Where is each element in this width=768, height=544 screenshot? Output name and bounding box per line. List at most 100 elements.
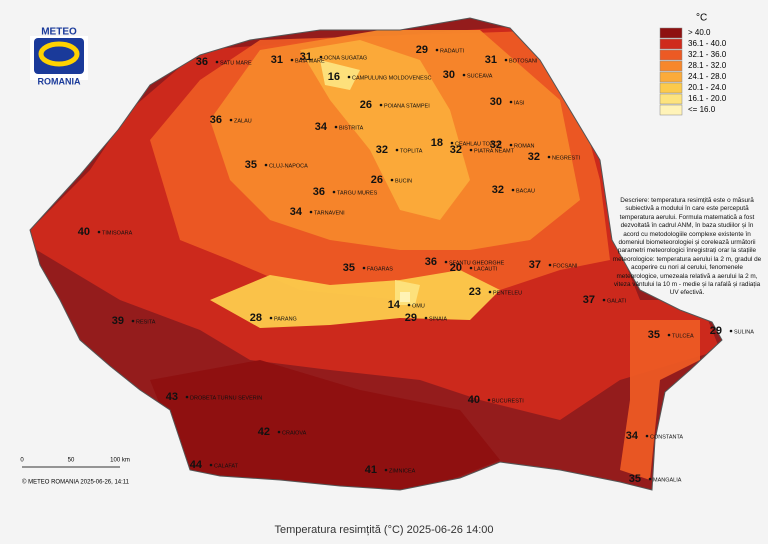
station-dot (487, 398, 491, 402)
station-dot (362, 266, 366, 270)
station-value: 31 (271, 54, 283, 66)
legend-swatch (659, 93, 683, 105)
station-dot (469, 266, 473, 270)
legend-label: > 40.0 (688, 28, 711, 37)
station-dot (319, 55, 323, 59)
temperature-zone (320, 60, 360, 90)
station-dot (407, 303, 411, 307)
legend-swatch (659, 49, 683, 61)
station-dot (290, 58, 294, 62)
station-value: 20 (450, 262, 462, 274)
station-name: SUCEAVA (467, 73, 493, 79)
station-value: 37 (583, 294, 595, 306)
temperature-zone (210, 270, 500, 328)
station-name: BISTRITA (339, 125, 364, 131)
legend-label: 16.1 - 20.0 (688, 94, 727, 103)
station-value: 34 (315, 121, 328, 133)
station-name: DROBETA TURNU SEVERIN (190, 395, 262, 401)
station-name: SATU MARE (220, 60, 252, 66)
station-value: 29 (710, 325, 722, 337)
station-name: NEGRESTI (552, 155, 581, 161)
station-name: SULINA (734, 329, 754, 335)
copyright: © METEO ROMANIA 2025-06-26, 14:11 (22, 479, 130, 486)
station-name: BOTOSANI (509, 58, 538, 64)
station-dot (547, 155, 551, 159)
station-dot (469, 148, 473, 152)
station-dot (347, 75, 351, 79)
station-value: 37 (529, 259, 541, 271)
station-value: 39 (112, 315, 124, 327)
station-dot (269, 316, 273, 320)
station-name: BUCURESTI (492, 398, 524, 404)
station-name: LACAUTI (474, 266, 498, 272)
station-dot (379, 103, 383, 107)
station-value: 26 (371, 174, 383, 186)
station-value: 30 (443, 69, 455, 81)
station-name: CRAIOVA (282, 430, 307, 436)
station-value: 28 (250, 312, 262, 324)
station-dot (602, 298, 606, 302)
station-value: 35 (629, 473, 641, 485)
station-dot (435, 48, 439, 52)
station-value: 32 (490, 139, 502, 151)
temperature-zone (400, 292, 410, 302)
border (29, 17, 723, 491)
legend-swatch (659, 82, 683, 94)
station-value: 34 (290, 206, 303, 218)
logo-top: METEO (41, 27, 77, 38)
station-dot (548, 263, 552, 267)
station-value: 40 (468, 394, 480, 406)
station-dot (648, 477, 652, 481)
legend-label: 36.1 - 40.0 (688, 39, 727, 48)
station-value: 36 (425, 256, 437, 268)
station-value: 31 (485, 54, 497, 66)
station-name: OMU (412, 303, 425, 309)
station-dot (229, 118, 233, 122)
station-value: 36 (313, 186, 325, 198)
legend-label: 24.1 - 28.0 (688, 72, 727, 81)
station-value: 31 (300, 51, 312, 63)
station-name: TARGU MURES (337, 190, 378, 196)
legend-swatch (659, 71, 683, 83)
station-value: 36 (196, 56, 208, 68)
station-name: CALAFAT (214, 463, 239, 469)
legend-swatch (659, 38, 683, 50)
temperature-zone (150, 360, 500, 490)
station-dot (264, 163, 268, 167)
station-value: 41 (365, 464, 377, 476)
station-name: SFANTU GHEORGHE (449, 260, 505, 266)
station-name: ZALAU (234, 118, 252, 124)
station-name: FAGARAS (367, 266, 393, 272)
station-name: ROMAN (514, 143, 535, 149)
logo-bottom: ROMANIA (38, 76, 81, 86)
station-name: PARANG (274, 316, 297, 322)
logo-ring (38, 41, 80, 67)
station-name: TOPLITA (400, 148, 423, 154)
station-name: RESITA (136, 319, 156, 325)
station-name: PENTELEU (493, 290, 522, 296)
station-name: BUCIN (395, 178, 412, 184)
station-value: 35 (343, 262, 355, 274)
description: Descriere: temperatura resimțită este o … (612, 197, 762, 297)
station-name: RADAUTI (440, 48, 465, 54)
station-value: 30 (490, 96, 502, 108)
station-dot (504, 58, 508, 62)
station-value: 18 (431, 137, 443, 149)
station-dot (395, 148, 399, 152)
station-name: CLUJ-NAPOCA (269, 163, 308, 169)
station-name: POIANA STAMPEI (384, 103, 430, 109)
station-dot (450, 141, 454, 145)
station-dot (509, 100, 513, 104)
legend-swatch (659, 27, 683, 39)
station-dot (509, 143, 513, 147)
station-value: 34 (626, 430, 639, 442)
scale-label: 50 (68, 458, 75, 464)
station-name: TARNAVENI (314, 210, 345, 216)
station-value: 29 (416, 44, 428, 56)
station-name: SINAIA (429, 316, 447, 322)
station-value: 32 (450, 144, 462, 156)
station-value: 35 (245, 159, 257, 171)
station-value: 32 (528, 151, 540, 163)
